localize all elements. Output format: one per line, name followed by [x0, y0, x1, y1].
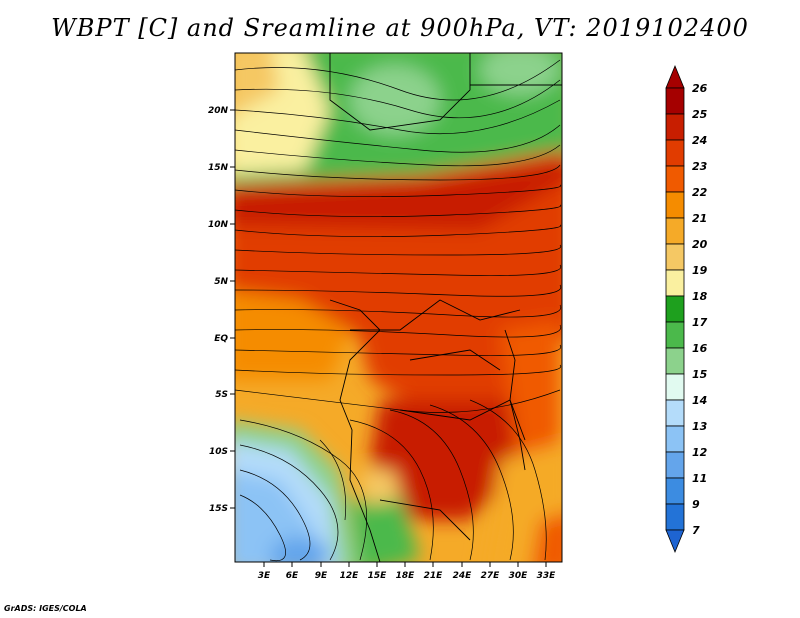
lat-label: 5N: [214, 277, 228, 287]
lon-label: 27E: [481, 571, 501, 581]
lat-label: 15S: [209, 504, 228, 514]
colorbar-max-arrow: [665, 64, 685, 89]
colorbar-label: 14: [692, 394, 707, 407]
lat-label: 10S: [209, 447, 228, 457]
colorbar-segment: [665, 425, 685, 453]
map-title: WBPT [C] and Sreamline at 900hPa, VT: 20…: [51, 14, 749, 42]
colorbar-segment: [665, 165, 685, 193]
colorbar-segment: [665, 451, 685, 479]
lat-label: 20N: [208, 106, 229, 116]
lon-label: 30E: [509, 571, 529, 581]
colorbar-label: 22: [692, 186, 708, 199]
colorbar-segment: [665, 87, 685, 115]
lon-label: 18E: [396, 571, 416, 581]
grads-credit: GrADS: IGES/COLA: [4, 604, 87, 613]
lon-label: 15E: [368, 571, 388, 581]
colorbar-segment: [665, 269, 685, 297]
colorbar-label: 13: [692, 420, 708, 433]
colorbar-labels: 26 25 24 23 22 21 20 19 18 17 16 15 14 1…: [692, 82, 708, 537]
wbpt-shading: [235, 53, 562, 562]
colorbar-label: 9: [692, 498, 700, 511]
colorbar-segment: [665, 191, 685, 219]
lat-label: 15N: [208, 163, 229, 173]
colorbar-segment: [665, 321, 685, 349]
lon-tick-labels: 3E 6E 9E 12E 15E 18E 21E 24E 27E 30E 33E: [258, 571, 556, 581]
colorbar-segment: [665, 399, 685, 427]
colorbar-min-arrow: [665, 529, 685, 554]
lon-label: 6E: [286, 571, 299, 581]
lon-label: 12E: [340, 571, 360, 581]
colorbar-segment: [665, 373, 685, 401]
lon-label: 9E: [315, 571, 328, 581]
lat-tick-marks: [230, 109, 235, 509]
colorbar-label: 19: [692, 264, 708, 277]
colorbar-segment: [665, 295, 685, 323]
colorbar-label: 11: [692, 472, 707, 485]
lat-label: EQ: [214, 334, 228, 344]
colorbar-segment: [665, 503, 685, 531]
colorbar-label: 18: [692, 290, 708, 303]
lat-label: 10N: [208, 220, 229, 230]
lon-label: 33E: [537, 571, 557, 581]
colorbar-label: 24: [692, 134, 707, 147]
colorbar-label: 26: [692, 82, 708, 95]
lon-tick-marks: [263, 562, 547, 567]
colorbar: [665, 64, 685, 554]
lat-label: 5S: [215, 390, 228, 400]
colorbar-label: 21: [692, 212, 707, 225]
colorbar-segment: [665, 113, 685, 141]
lon-label: 21E: [424, 571, 444, 581]
colorbar-label: 23: [692, 160, 708, 173]
colorbar-label: 20: [692, 238, 708, 251]
map-frame: [234, 52, 563, 563]
colorbar-label: 15: [692, 368, 708, 381]
colorbar-segment: [665, 477, 685, 505]
lon-label: 3E: [258, 571, 271, 581]
country-borders: [329, 53, 562, 562]
colorbar-label: 17: [692, 316, 708, 329]
lat-tick-labels: 20N 15N 10N 5N EQ 5S 10S 15S: [208, 106, 229, 514]
lon-label: 24E: [453, 571, 473, 581]
colorbar-segment: [665, 347, 685, 375]
colorbar-label: 7: [692, 524, 700, 537]
colorbar-label: 16: [692, 342, 708, 355]
colorbar-segment: [665, 243, 685, 271]
colorbar-label: 12: [692, 446, 708, 459]
colorbar-segment: [665, 217, 685, 245]
colorbar-segment: [665, 139, 685, 167]
colorbar-label: 25: [692, 108, 708, 121]
